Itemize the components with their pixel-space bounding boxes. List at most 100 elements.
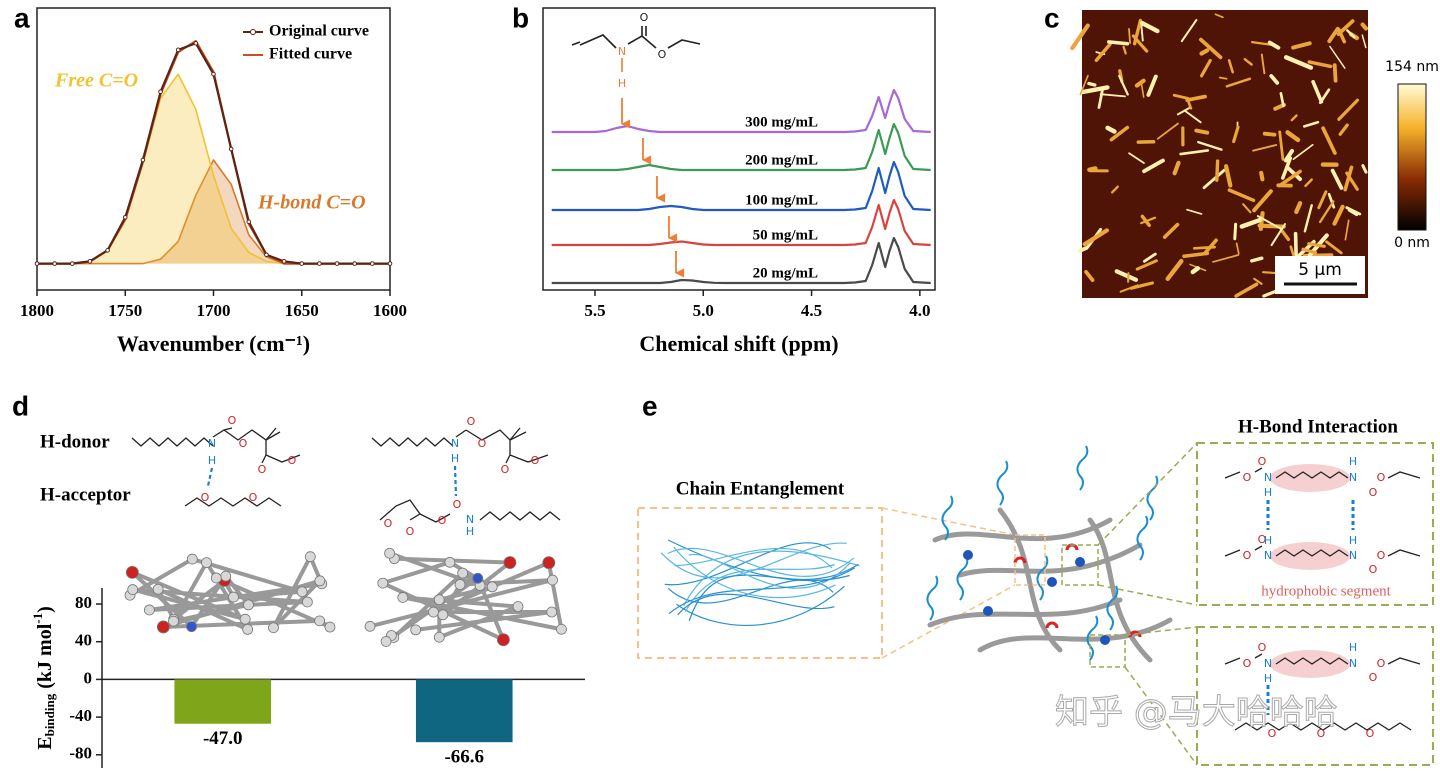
- series-line: [551, 236, 931, 285]
- bond-chain: [1275, 549, 1349, 557]
- afm-feature: [1256, 215, 1282, 230]
- donor-label: H-donor: [40, 431, 110, 452]
- afm-feature: [1179, 149, 1210, 156]
- atom-label: H: [1349, 455, 1357, 468]
- afm-feature: [1202, 168, 1226, 190]
- bond: [667, 39, 701, 49]
- bond: [641, 35, 657, 49]
- series-marker: [317, 261, 322, 266]
- series-marker: [264, 252, 269, 258]
- atom-ball: [301, 596, 313, 608]
- atom-label: N: [1349, 657, 1357, 670]
- atom-ball: [364, 620, 376, 632]
- afm-feature: [1330, 168, 1344, 190]
- series-marker: [334, 261, 340, 266]
- entangled-chain: [684, 563, 835, 613]
- afm-feature: [1301, 247, 1318, 255]
- polymer-backbone: [977, 617, 1173, 653]
- atom-label: O: [1258, 455, 1267, 468]
- atom-ball: [239, 613, 251, 625]
- afm-feature: [1227, 59, 1234, 74]
- atom-label: O: [1317, 727, 1326, 740]
- afm-feature: [1291, 41, 1312, 50]
- atom-ball: [380, 636, 392, 647]
- atom-ball: [156, 620, 170, 634]
- afm-feature: [1232, 125, 1240, 144]
- afm-feature: [1199, 48, 1210, 56]
- x-tick-label: 1600: [373, 301, 407, 320]
- afm-feature: [1183, 109, 1202, 124]
- bond-chain: [1275, 471, 1349, 479]
- atom-ball: [210, 572, 222, 584]
- bond: [455, 429, 467, 438]
- hydrophobic-highlight: [1270, 542, 1350, 570]
- y-axis-label-part: -1: [30, 613, 45, 624]
- bond: [509, 427, 521, 441]
- afm-feature: [1327, 26, 1340, 44]
- series-line: [551, 122, 931, 172]
- afm-feature: [1360, 22, 1369, 31]
- afm-feature: [1165, 258, 1184, 281]
- series-marker: [140, 157, 146, 163]
- atom-label: N: [208, 437, 216, 450]
- donor-dot: [963, 550, 973, 560]
- series-label: 300 mg/mL: [745, 114, 818, 130]
- afm-feature: [1135, 259, 1158, 271]
- afm-feature: [1214, 13, 1224, 19]
- atom-ball: [186, 621, 197, 633]
- atom-label: O: [1243, 657, 1252, 670]
- y-tick-label: 40: [75, 631, 92, 650]
- afm-feature: [1343, 165, 1354, 192]
- afm-feature: [1140, 21, 1144, 42]
- polymer-backbone: [932, 517, 1113, 543]
- polymer-backbone: [927, 597, 1123, 628]
- x-tick-label: 1650: [285, 301, 319, 320]
- stick: [271, 555, 313, 629]
- series-marker: [228, 146, 234, 152]
- afm-feature: [1292, 143, 1314, 160]
- colorbar-min: 0 nm: [1394, 235, 1430, 251]
- afm-feature: [1336, 19, 1355, 36]
- afm-feature: [1259, 170, 1265, 182]
- afm-feature: [1332, 63, 1338, 83]
- afm-feature: [1134, 78, 1146, 88]
- afm-feature: [1114, 269, 1139, 282]
- atom-ball: [457, 567, 469, 579]
- afm-feature: [1345, 171, 1359, 191]
- entangled-chain: [676, 585, 845, 626]
- atom-ball: [397, 592, 409, 603]
- side-chain: [1136, 515, 1149, 561]
- colorbar: [1397, 83, 1427, 231]
- bond: [1387, 657, 1421, 665]
- afm-feature: [1128, 27, 1131, 44]
- entangled-chain: [674, 547, 833, 569]
- stick: [272, 579, 322, 630]
- atom-label: N: [1349, 549, 1357, 562]
- atom-label: O: [1369, 671, 1378, 684]
- afm-feature: [1250, 40, 1273, 46]
- series-marker: [281, 259, 287, 264]
- bond: [1124, 626, 1198, 636]
- afm-feature: [1318, 88, 1331, 105]
- series-marker: [158, 89, 163, 95]
- afm-feature: [1235, 242, 1240, 255]
- x-axis-label: Wavenumber (cm⁻¹): [117, 331, 310, 356]
- afm-feature: [1070, 23, 1090, 51]
- afm-feature: [1257, 223, 1286, 229]
- series-marker: [105, 248, 110, 253]
- afm-feature: [1107, 40, 1130, 46]
- bond: [1097, 584, 1198, 606]
- stick: [415, 610, 552, 632]
- afm-feature: [1079, 74, 1089, 96]
- legend-label: Original curve: [269, 23, 369, 40]
- atom-ball: [433, 631, 445, 643]
- atom-label: H: [1349, 534, 1357, 547]
- afm-feature: [1242, 203, 1252, 214]
- x-tick-label: 1700: [197, 301, 231, 320]
- atom-ball: [433, 594, 445, 606]
- bond: [453, 465, 458, 497]
- atom-ball: [242, 624, 254, 635]
- stick: [388, 551, 481, 588]
- bond: [579, 34, 617, 49]
